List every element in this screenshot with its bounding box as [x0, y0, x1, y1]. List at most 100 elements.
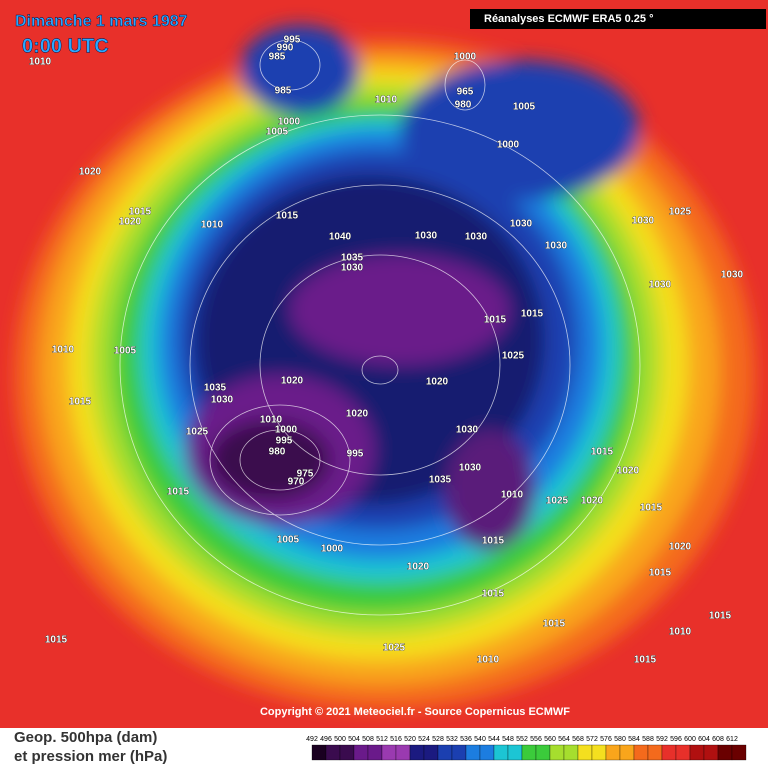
- isobar-label: 1005: [114, 346, 137, 357]
- colorbar-tick-label: 544: [488, 736, 500, 743]
- colorbar-tick-label: 552: [516, 736, 528, 743]
- isobar-label: 1000: [497, 140, 520, 151]
- isobar-label: 995: [347, 449, 364, 460]
- colorbar-swatch: [381, 744, 397, 761]
- isobar-label: 1030: [341, 263, 364, 274]
- isobar-label: 1015: [649, 568, 672, 579]
- isobar-label: 1035: [341, 253, 364, 264]
- isobar-label: 995: [284, 35, 301, 46]
- isobar-label: 1025: [383, 643, 406, 654]
- isobar-label: 1010: [201, 220, 224, 231]
- isobar-label: 1015: [634, 655, 657, 666]
- isobar-label: 1015: [276, 211, 299, 222]
- colorbar-swatch: [535, 744, 551, 761]
- colorbar-tick-label: 504: [348, 736, 360, 743]
- colorbar-swatch: [605, 744, 621, 761]
- isobar-label: 1020: [426, 377, 449, 388]
- isobar-label: 975: [297, 469, 314, 480]
- colorbar-tick-label: 492: [306, 736, 318, 743]
- colorbar-swatch: [633, 744, 649, 761]
- colorbar-tick-label: 560: [544, 736, 556, 743]
- colorbar-tick-label: 528: [432, 736, 444, 743]
- isobar-label: 1015: [709, 611, 732, 622]
- colorbar-tick-label: 608: [712, 736, 724, 743]
- colorbar-tick-label: 580: [614, 736, 626, 743]
- colorbar-swatch: [339, 744, 355, 761]
- isobar-label: 1010: [669, 627, 692, 638]
- colorbar-swatch: [661, 744, 677, 761]
- isobar-label: 1035: [429, 475, 452, 486]
- isobar-label: 1030: [415, 231, 438, 242]
- colorbar-tick-label: 520: [404, 736, 416, 743]
- isobar-label: 990: [277, 43, 294, 54]
- isobar-label: 1010: [501, 490, 524, 501]
- isobar-label: 1025: [502, 351, 525, 362]
- isobar-label: 1015: [129, 207, 152, 218]
- colorbar-tick-label: 536: [460, 736, 472, 743]
- isobar-label: 1020: [119, 217, 142, 228]
- colorbar-tick-label: 584: [628, 736, 640, 743]
- colorbar-swatch: [689, 744, 705, 761]
- isobar-label: 1010: [29, 57, 52, 68]
- isobar-label: 1010: [260, 415, 283, 426]
- colorbar-swatch: [647, 744, 663, 761]
- isobar-label: 1035: [204, 383, 227, 394]
- colorbar-tick-label: 596: [670, 736, 682, 743]
- isobar-label: 1005: [277, 535, 300, 546]
- isobar-label: 1000: [454, 52, 477, 63]
- colorbar-tick-label: 568: [572, 736, 584, 743]
- colorbar-swatch: [367, 744, 383, 761]
- isobar-label: 1015: [69, 397, 92, 408]
- colorbar-tick-label: 524: [418, 736, 430, 743]
- colorbar-tick-label: 576: [600, 736, 612, 743]
- source: Réanalyses ECMWF ERA5 0.25 °: [484, 13, 653, 25]
- isobar-label: 985: [269, 52, 286, 63]
- isobar-label: 1000: [321, 544, 344, 555]
- isobar-label: 1030: [510, 219, 533, 230]
- isobar-label: 1015: [482, 589, 505, 600]
- legend-line: Geop. 500hpa (dam): [14, 729, 157, 746]
- colorbar-tick-label: 496: [320, 736, 332, 743]
- isobar-label: 1020: [617, 466, 640, 477]
- isobar-label: 1030: [649, 280, 672, 291]
- isobar-label: 1020: [346, 409, 369, 420]
- colorbar-tick-label: 532: [446, 736, 458, 743]
- isobar-label: 965: [457, 87, 474, 98]
- colorbar-swatch: [563, 744, 579, 761]
- colorbar-swatch: [549, 744, 565, 761]
- isobar-label: 1015: [543, 619, 566, 630]
- isobar-label: 1005: [513, 102, 536, 113]
- colorbar-swatch: [325, 744, 341, 761]
- colorbar-swatch: [437, 744, 453, 761]
- isobar-label: 995: [276, 436, 293, 447]
- colorbar-swatch: [465, 744, 481, 761]
- colorbar-tick-label: 512: [376, 736, 388, 743]
- colorbar-tick-label: 600: [684, 736, 696, 743]
- isobar-label: 1025: [186, 427, 209, 438]
- colorbar-swatch: [479, 744, 495, 761]
- isobar-label: 1015: [591, 447, 614, 458]
- date: Dimanche 1 mars 1987: [15, 13, 188, 30]
- colorbar-tick-label: 604: [698, 736, 710, 743]
- colorbar-swatch: [675, 744, 691, 761]
- source-box: [470, 9, 766, 29]
- isobar-label: 1030: [211, 395, 234, 406]
- isobar-label: 1025: [546, 496, 569, 507]
- colorbar-tick-label: 500: [334, 736, 346, 743]
- isobar-label: 1030: [465, 232, 488, 243]
- isobar-label: 1015: [521, 309, 544, 320]
- isobar-label: 1020: [79, 167, 102, 178]
- colorbar-swatch: [409, 744, 425, 761]
- colorbar-swatch: [507, 744, 523, 761]
- isobar-label: 1010: [375, 95, 398, 106]
- isobar-label: 985: [275, 86, 292, 97]
- legend-line: et pression mer (hPa): [14, 748, 167, 765]
- colorbar-swatch: [731, 744, 747, 761]
- isobar-label: 1030: [456, 425, 479, 436]
- isobar-label: 1020: [281, 376, 304, 387]
- colorbar-swatch: [311, 744, 327, 761]
- isobar-label: 980: [269, 447, 286, 458]
- colorbar-tick-label: 556: [530, 736, 542, 743]
- isobar-label: 1020: [669, 542, 692, 553]
- isobar-label: 1025: [669, 207, 692, 218]
